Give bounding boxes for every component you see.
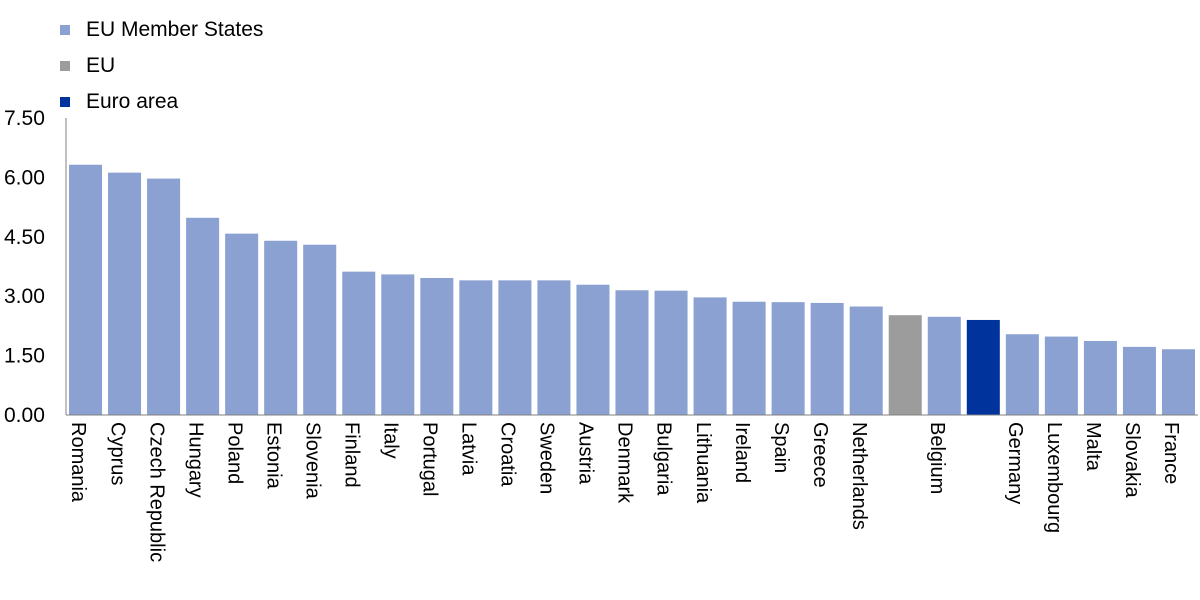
bar-hungary xyxy=(186,217,220,415)
bar-france xyxy=(1161,349,1195,415)
x-tick-label: Romania xyxy=(67,422,89,503)
axes xyxy=(65,118,1198,416)
x-tick-label: Malta xyxy=(1082,422,1104,472)
bar-germany xyxy=(1005,334,1039,415)
bar-netherlands xyxy=(849,306,883,415)
bar-romania xyxy=(69,164,103,415)
bar-slovenia xyxy=(303,244,337,415)
bar-euro-area xyxy=(966,319,1000,415)
bar-ireland xyxy=(732,301,766,415)
x-tick-label: Spain xyxy=(770,422,792,473)
bar-italy xyxy=(381,274,415,415)
bar-sweden xyxy=(537,280,571,415)
legend-swatch-euro-area xyxy=(60,97,70,107)
bar-malta xyxy=(1083,340,1117,415)
x-tick-label: Sweden xyxy=(536,422,558,494)
x-tick-label: Slovenia xyxy=(301,422,323,500)
x-tick-label: Czech Republic xyxy=(145,422,167,562)
bar-slovakia xyxy=(1122,346,1156,415)
bar-poland xyxy=(225,233,259,415)
x-tick-label: Estonia xyxy=(262,422,284,490)
bar-spain xyxy=(771,302,805,415)
x-tick-label: Germany xyxy=(1004,422,1026,504)
x-tick-label: Slovakia xyxy=(1121,422,1143,498)
legend-label-member-states: EU Member States xyxy=(86,18,264,41)
bar-eu xyxy=(888,315,922,415)
bar-czech-republic xyxy=(147,178,181,415)
bars xyxy=(69,164,1195,415)
bar-denmark xyxy=(615,290,649,415)
bar-belgium xyxy=(927,316,961,415)
x-tick-label: Belgium xyxy=(926,422,948,494)
bar-portugal xyxy=(420,277,454,415)
x-tick-label: Croatia xyxy=(497,422,519,487)
x-tick-label: Hungary xyxy=(184,422,206,498)
legend-item-member-states: EU Member States xyxy=(60,12,263,48)
y-tick-label: 0.00 xyxy=(4,404,45,427)
x-tick-label: Denmark xyxy=(614,422,636,504)
x-tick-label: Portugal xyxy=(419,422,441,497)
x-tick-label: Greece xyxy=(809,422,831,488)
x-tick-label: Cyprus xyxy=(106,422,128,485)
legend-label-eu: EU xyxy=(86,54,116,77)
bar-lithuania xyxy=(693,297,727,415)
y-tick-label: 3.00 xyxy=(4,285,45,308)
x-tick-label: Luxembourg xyxy=(1043,422,1065,533)
legend-item-euro-area: Euro area xyxy=(60,84,263,120)
x-tick-label: Poland xyxy=(223,422,245,484)
x-tick-label: Latvia xyxy=(458,422,480,476)
bar-bulgaria xyxy=(654,290,688,415)
x-tick-label: Italy xyxy=(380,422,402,459)
bar-croatia xyxy=(498,280,532,415)
bar-estonia xyxy=(264,240,298,415)
y-tick-label: 6.00 xyxy=(4,166,45,189)
x-axis-labels: Romania Cyprus Czech Republic Hungary Poland… xyxy=(67,422,1182,562)
bar-greece xyxy=(810,302,844,415)
y-tick-label: 7.50 xyxy=(4,107,45,130)
bar-austria xyxy=(576,284,610,415)
x-tick-label: Netherlands xyxy=(848,422,870,530)
x-tick-label: Austria xyxy=(575,422,597,485)
legend-label-euro-area: Euro area xyxy=(86,90,179,113)
x-tick-label: Bulgaria xyxy=(653,422,675,496)
legend: EU Member States EU Euro area xyxy=(60,12,263,120)
bar-finland xyxy=(342,271,376,415)
x-tick-label: Finland xyxy=(340,422,362,488)
y-axis-labels: 0.00 1.50 3.00 4.50 6.00 7.50 xyxy=(4,107,45,427)
legend-item-eu: EU xyxy=(60,48,263,84)
bar-luxembourg xyxy=(1044,336,1078,415)
y-tick-label: 4.50 xyxy=(4,226,45,249)
legend-swatch-eu xyxy=(60,61,70,71)
x-tick-label: Lithuania xyxy=(692,422,714,504)
bar-latvia xyxy=(459,280,493,415)
x-tick-label: Ireland xyxy=(731,422,753,483)
x-tick-label: France xyxy=(1160,422,1182,484)
legend-swatch-member-states xyxy=(60,25,70,35)
bar-cyprus xyxy=(108,172,142,415)
y-tick-label: 1.50 xyxy=(4,345,45,368)
